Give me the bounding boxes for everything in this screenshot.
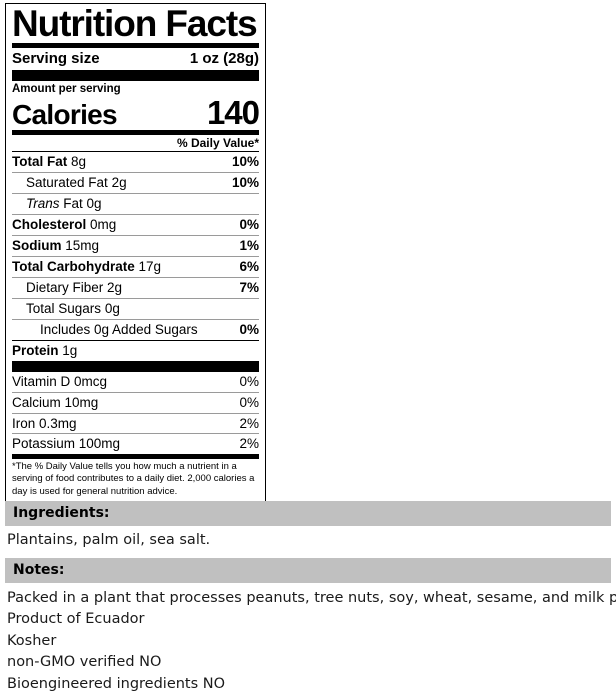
nutrient-row-sodium: Sodium 15mg 1% (12, 236, 259, 256)
nutrient-dv-total-fat: 10% (231, 154, 259, 170)
notes-body: Packed in a plant that processes peanuts… (7, 588, 616, 695)
nutrient-amount-protein: 1g (62, 342, 78, 358)
notes-heading: Notes: (5, 558, 611, 583)
nutrient-amount-dietary-fiber: 2g (107, 280, 123, 295)
vitamin-dv-calcium: 0% (239, 394, 259, 410)
divider-under-title (12, 43, 259, 49)
nutrient-name-cholesterol: Cholesterol (12, 217, 87, 233)
divider-row (12, 412, 259, 414)
nutrient-name-total-sugars: Total Sugars (26, 300, 102, 316)
divider-row (12, 214, 259, 216)
divider-row (12, 297, 259, 299)
vitamin-name-calcium: Calcium 10mg (12, 394, 99, 410)
serving-size-row: Serving size 1 oz (28g) (12, 48, 259, 70)
nutrient-row-added-sugars: Includes 0g Added Sugars 0% (12, 320, 259, 340)
calories-value: 140 (206, 94, 260, 132)
vitamin-row-iron: Iron 0.3mg 2% (12, 414, 259, 434)
amount-per-serving-label: Amount per serving (12, 83, 121, 96)
serving-size-value: 1 oz (28g) (189, 50, 259, 68)
divider-row (12, 172, 259, 174)
nutrient-dv-dietary-fiber: 7% (239, 280, 259, 295)
divider-row (12, 318, 259, 320)
notes-line: Product of Ecuador (7, 611, 145, 628)
notes-line: Bioengineered ingredients NO (7, 675, 226, 692)
vitamin-row-vitamin-d: Vitamin D 0mcg 0% (12, 372, 259, 392)
vitamin-row-potassium: Potassium 100mg 2% (12, 434, 259, 454)
nutrient-amount-trans-fat: Fat 0g (63, 196, 102, 212)
divider-row (12, 391, 259, 393)
divider-row (12, 193, 259, 195)
notes-line: Kosher (7, 632, 57, 649)
vitamin-name-vitamin-d: Vitamin D 0mcg (12, 373, 108, 389)
nutrient-row-total-carbohydrate: Total Carbohydrate 17g 6% (12, 257, 259, 277)
nutrient-row-dietary-fiber: Dietary Fiber 2g 7% (12, 278, 259, 298)
divider-under-dv-header (12, 151, 259, 153)
divider-row (12, 433, 259, 435)
nutrient-name-saturated-fat: Saturated Fat (26, 175, 108, 191)
nutrient-row-total-fat: Total Fat 8g 10% (12, 152, 259, 172)
nutrient-amount-total-fat: 8g (71, 154, 87, 170)
daily-value-header: % Daily Value* (176, 136, 259, 151)
calories-row: Calories 140 (12, 94, 260, 132)
vitamin-dv-potassium: 2% (239, 436, 259, 452)
vitamin-dv-iron: 2% (239, 415, 259, 431)
divider-thick-top (12, 70, 259, 82)
nutrient-row-trans-fat: Trans Fat 0g (12, 194, 259, 214)
nutrient-amount-total-sugars: 0g (104, 300, 120, 316)
nutrient-row-saturated-fat: Saturated Fat 2g 10% (12, 173, 259, 193)
nutrient-dv-sodium: 1% (239, 238, 259, 254)
nutrient-amount-sodium: 15mg (65, 238, 100, 254)
nutrient-amount-saturated-fat: 2g (111, 175, 127, 191)
nutrient-name-total-fat: Total Fat (12, 154, 68, 170)
nutrient-dv-cholesterol: 0% (239, 217, 259, 233)
nutrient-name-dietary-fiber: Dietary Fiber (26, 280, 104, 295)
nutrient-amount-cholesterol: 0mg (90, 217, 117, 233)
nutrition-facts-panel: Nutrition Facts Serving size 1 oz (28g) … (5, 3, 266, 503)
nutrient-row-cholesterol: Cholesterol 0mg 0% (12, 215, 259, 235)
divider-row (12, 256, 259, 258)
nutrient-name-sodium: Sodium (12, 238, 62, 254)
nutrient-row-total-sugars: Total Sugars 0g (12, 299, 259, 319)
nutrient-name-trans-fat: Trans (26, 196, 60, 212)
nutrition-facts-title: Nutrition Facts (12, 3, 258, 44)
vitamin-name-iron: Iron 0.3mg (12, 415, 77, 431)
nutrient-row-protein: Protein 1g (12, 341, 259, 361)
divider-under-calories (12, 130, 259, 136)
notes-line: Packed in a plant that processes peanuts… (7, 590, 616, 606)
nutrient-name-protein: Protein (12, 342, 59, 358)
nutrient-dv-saturated-fat: 10% (231, 175, 259, 191)
vitamin-row-calcium: Calcium 10mg 0% (12, 393, 259, 413)
calories-label: Calories (12, 98, 118, 130)
notes-line: non-GMO verified NO (7, 654, 162, 671)
serving-size-label: Serving size (12, 50, 100, 68)
nutrient-name-total-carbohydrate: Total Carbohydrate (12, 259, 135, 275)
nutrient-dv-total-carbohydrate: 6% (239, 259, 259, 275)
divider-above-footnote (12, 454, 259, 460)
divider-row (12, 339, 259, 341)
vitamin-dv-vitamin-d: 0% (239, 373, 259, 389)
daily-value-footnote: *The % Daily Value tells you how much a … (12, 461, 255, 497)
ingredients-text: Plantains, palm oil, sea salt. (7, 532, 211, 548)
divider-thick-bottom (12, 360, 259, 372)
ingredients-heading: Ingredients: (5, 501, 611, 526)
ingredients-body: Plantains, palm oil, sea salt. (7, 530, 611, 551)
divider-row (12, 277, 259, 278)
nutrient-dv-added-sugars: 0% (239, 321, 259, 337)
vitamin-name-potassium: Potassium 100mg (12, 436, 121, 452)
nutrient-name-added-sugars: Includes 0g Added Sugars (40, 321, 198, 337)
divider-row (12, 235, 259, 237)
nutrient-amount-total-carbohydrate: 17g (138, 259, 162, 275)
